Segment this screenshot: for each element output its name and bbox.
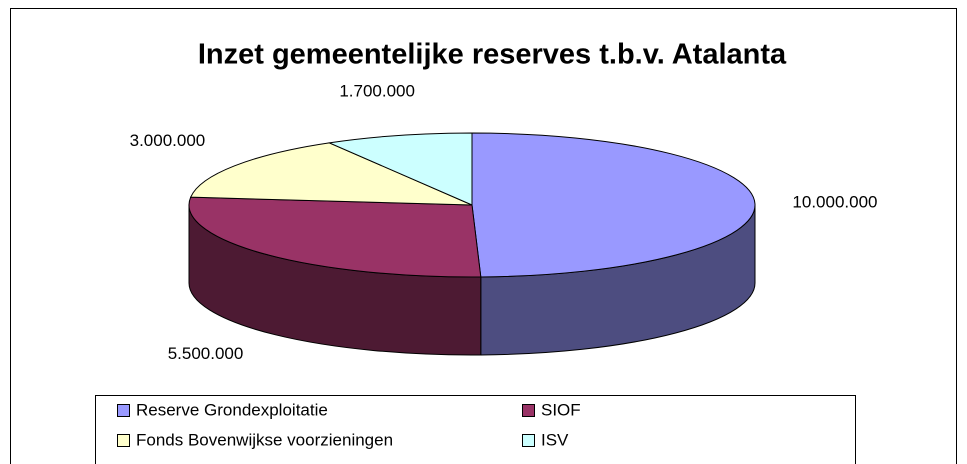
legend-label: Fonds Bovenwijkse voorzieningen — [136, 430, 393, 449]
slice — [188, 196, 482, 278]
slice — [327, 132, 473, 206]
data-label: 1.700.000 — [339, 82, 415, 101]
slice — [189, 142, 473, 206]
legend-label: SIOF — [541, 400, 581, 419]
data-label: 5.500.000 — [168, 344, 244, 363]
legend-box — [95, 395, 856, 464]
legend-swatch — [117, 404, 130, 417]
legend-label: ISV — [541, 430, 569, 449]
chart-title: Inzet gemeentelijke reserves t.b.v. Atal… — [198, 39, 787, 71]
legend-label: Reserve Grondexploitatie — [136, 400, 328, 419]
legend-swatch — [522, 434, 535, 447]
legend-swatch — [522, 404, 535, 417]
data-label: 10.000.000 — [792, 193, 877, 212]
slice — [471, 132, 756, 278]
data-label: 3.000.000 — [130, 131, 206, 150]
legend-swatch — [117, 434, 130, 447]
